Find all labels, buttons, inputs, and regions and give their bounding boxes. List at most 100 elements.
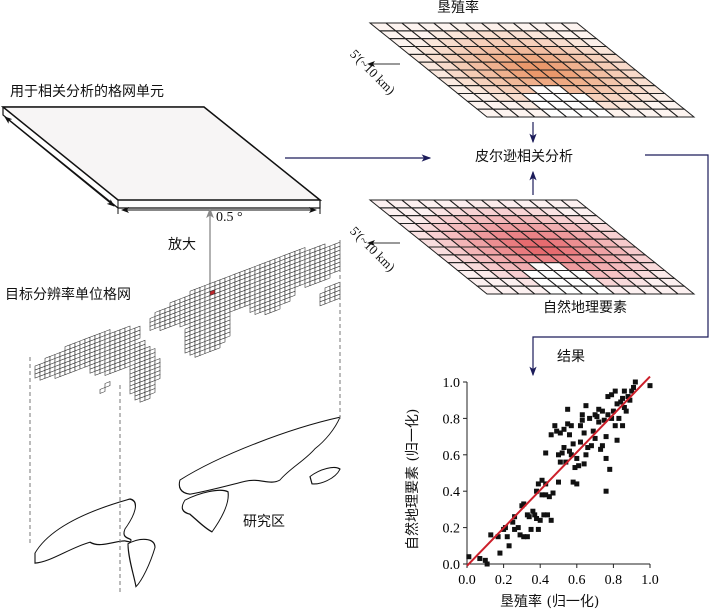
data-point xyxy=(559,450,565,456)
data-point xyxy=(614,401,620,407)
data-point xyxy=(620,395,626,401)
data-point xyxy=(603,455,609,461)
data-point xyxy=(495,534,501,540)
data-point xyxy=(488,532,494,538)
y-tick-label: 0.0 xyxy=(443,558,461,573)
data-point xyxy=(530,508,536,514)
data-point xyxy=(629,388,635,394)
data-point xyxy=(568,423,574,429)
data-point xyxy=(609,392,615,398)
natural-factors-grid xyxy=(368,199,696,295)
data-point xyxy=(596,406,602,412)
data-point xyxy=(621,404,627,410)
x-tick-label: 0.0 xyxy=(458,573,476,588)
data-point xyxy=(539,492,545,498)
data-point xyxy=(609,415,615,421)
data-point xyxy=(466,554,472,560)
depth-dimension-arrow xyxy=(4,116,115,207)
data-point xyxy=(566,432,572,438)
flow-arrows xyxy=(285,122,709,377)
data-point xyxy=(632,379,638,385)
data-point xyxy=(583,403,589,409)
data-point xyxy=(612,423,618,429)
data-point xyxy=(517,532,523,538)
scatter-plot: 0.0 0.2 0.4 0.6 0.8 1.0 0.0 0.2 0.4 0.6 0.8 1.0 xyxy=(443,375,659,588)
study-area-map xyxy=(34,416,341,588)
data-point xyxy=(556,479,561,485)
grid-cell xyxy=(154,374,161,381)
data-point xyxy=(482,557,488,563)
data-point xyxy=(521,534,527,540)
grid-cell xyxy=(289,290,296,298)
data-point xyxy=(537,517,543,523)
data-point xyxy=(548,517,554,523)
data-point xyxy=(543,450,549,456)
grid-cell-title: 用于相关分析的格网单元 xyxy=(10,84,164,100)
grid-cell xyxy=(274,304,281,312)
data-point xyxy=(504,534,510,540)
study-area-label: 研究区 xyxy=(243,514,285,530)
data-point xyxy=(603,488,609,494)
data-point xyxy=(620,423,626,429)
cell-size-label: 0.5 ° xyxy=(216,210,243,225)
data-point xyxy=(545,512,551,518)
data-point xyxy=(603,434,609,440)
data-point xyxy=(534,516,540,521)
reclamation-rate-grid xyxy=(368,22,696,118)
data-point xyxy=(546,494,552,500)
grid-cell xyxy=(104,381,111,388)
data-point xyxy=(583,452,589,458)
data-point xyxy=(574,455,580,461)
data-point xyxy=(590,428,596,434)
data-point xyxy=(623,408,629,414)
y-tick-label: 0.6 xyxy=(443,449,461,464)
data-point xyxy=(535,481,541,487)
data-point xyxy=(506,543,512,549)
zoom-label: 放大 xyxy=(168,237,196,253)
grid-cell xyxy=(99,387,106,394)
data-point xyxy=(568,452,574,458)
data-point xyxy=(570,441,576,447)
y-tick-label: 0.2 xyxy=(443,522,461,537)
continent-outline xyxy=(309,466,341,485)
grid-cell-plate xyxy=(0,106,323,214)
data-point xyxy=(581,461,587,467)
data-point xyxy=(539,477,545,483)
y-tick-label: 0.8 xyxy=(443,412,461,427)
data-point xyxy=(572,465,578,471)
data-point xyxy=(601,417,607,423)
data-point xyxy=(541,512,547,518)
data-point xyxy=(565,421,571,427)
data-point xyxy=(588,443,594,449)
grid-cell xyxy=(666,285,696,295)
continent-outline xyxy=(181,489,229,533)
data-point xyxy=(532,512,538,518)
x-axis-label: 垦殖率 (归一化) xyxy=(500,594,600,610)
x-tick-label: 0.4 xyxy=(531,573,549,588)
data-point xyxy=(550,490,556,496)
data-point xyxy=(561,445,567,451)
data-point xyxy=(594,414,600,420)
data-point xyxy=(607,466,613,472)
data-point xyxy=(618,399,624,405)
grid-cell xyxy=(219,337,226,345)
data-point xyxy=(502,525,508,531)
reclamation-rate-title: 垦殖率 xyxy=(437,0,479,16)
data-point xyxy=(574,481,580,487)
data-point xyxy=(557,430,563,436)
data-point xyxy=(605,394,611,400)
data-point xyxy=(621,388,627,394)
data-point xyxy=(585,445,591,451)
result-label: 结果 xyxy=(557,349,585,365)
data-point xyxy=(598,446,604,452)
data-point xyxy=(534,488,540,494)
data-point xyxy=(566,448,572,454)
data-point xyxy=(614,437,620,443)
grid-cell xyxy=(324,273,331,281)
y-axis-label: 自然地理要素 (归一化) xyxy=(405,408,421,550)
data-point xyxy=(557,459,563,465)
data-point xyxy=(627,397,633,403)
data-point xyxy=(631,384,637,390)
